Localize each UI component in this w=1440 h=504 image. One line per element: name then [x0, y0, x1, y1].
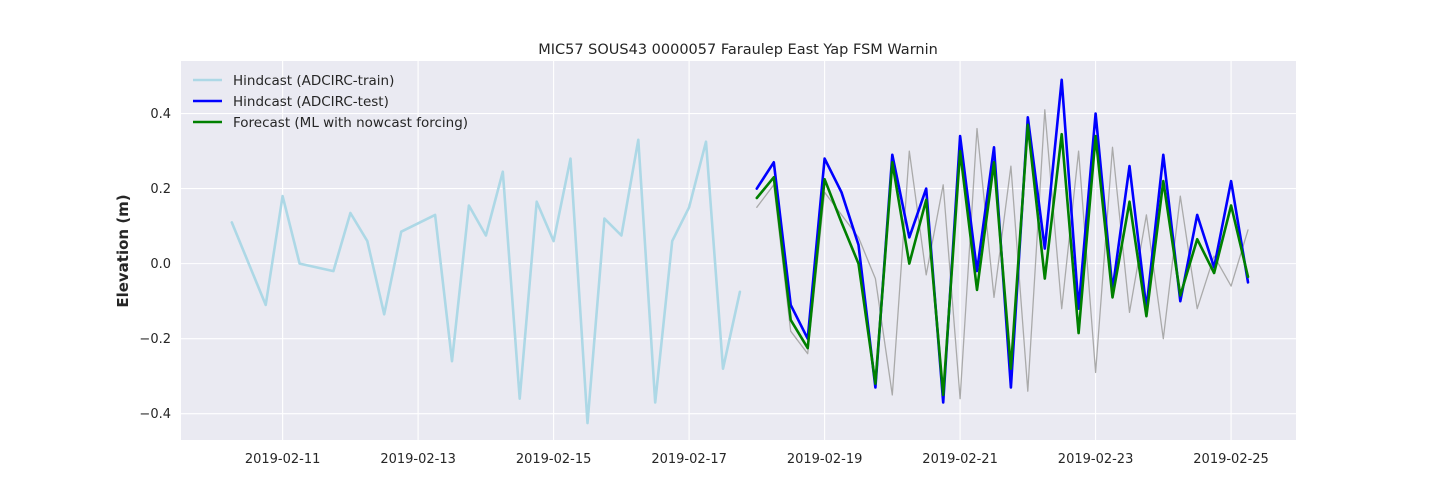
series-group: [230, 78, 1250, 425]
x-tick-label: 2019-02-15: [516, 452, 592, 467]
y-tick-label: −0.4: [139, 407, 171, 422]
y-tick-label: 0.2: [150, 182, 171, 197]
x-tick-label: 2019-02-11: [245, 452, 321, 467]
series-line-0: [230, 138, 742, 425]
y-tick-label: 0.0: [150, 257, 171, 272]
x-tick-label: 2019-02-17: [651, 452, 727, 467]
x-tick-label: 2019-02-13: [380, 452, 456, 467]
y-tick-label: 0.4: [150, 107, 171, 122]
x-tick-label: 2019-02-25: [1193, 452, 1269, 467]
x-tick-label: 2019-02-19: [787, 452, 863, 467]
legend-label: Hindcast (ADCIRC-train): [233, 73, 394, 89]
series-line-3: [755, 123, 1250, 397]
y-axis-label: Elevation (m): [114, 194, 132, 307]
legend-label: Forecast (ML with nowcast forcing): [233, 115, 468, 131]
legend: Hindcast (ADCIRC-train) Hindcast (ADCIRC-…: [193, 73, 468, 131]
y-tick-label: −0.2: [139, 332, 171, 347]
x-tick-label: 2019-02-23: [1058, 452, 1134, 467]
series-line-1: [756, 109, 1249, 400]
chart-title: MIC57 SOUS43 0000057 Faraulep East Yap F…: [538, 42, 938, 58]
legend-label: Hindcast (ADCIRC-test): [233, 94, 389, 110]
plot-background: [181, 61, 1296, 440]
y-tick-labels: −0.4 −0.2 0.0 0.2 0.4: [139, 107, 171, 422]
x-tick-label: 2019-02-21: [922, 452, 998, 467]
x-tick-labels: 2019-02-11 2019-02-13 2019-02-15 2019-02-17…: [245, 452, 1269, 467]
